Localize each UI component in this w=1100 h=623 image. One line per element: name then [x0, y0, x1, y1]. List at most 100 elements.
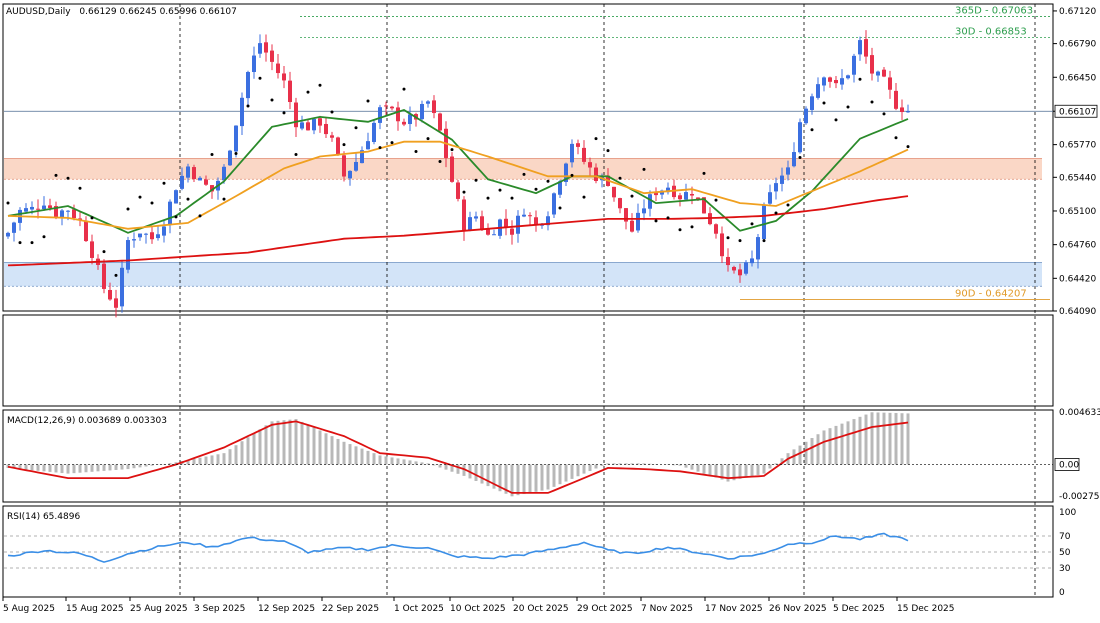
candle-body: [702, 197, 706, 214]
candle-body: [306, 122, 310, 131]
sar-dot: [42, 235, 46, 239]
sar-dot: [390, 141, 394, 145]
level-lines: 365D - 0.67063 30D - 0.66853 90D - 0.64207: [4, 6, 1053, 300]
candle-body: [720, 233, 724, 257]
sar-dot: [90, 216, 94, 220]
price-tick-label: 0.64090: [1059, 307, 1096, 317]
sar-dot: [870, 100, 874, 104]
candle-body: [144, 233, 148, 235]
candle-body: [738, 269, 742, 276]
ma-line: [7, 195, 909, 267]
candle-body: [870, 55, 874, 74]
candle-body: [906, 111, 910, 113]
sar-dot: [138, 195, 142, 199]
sar-dot: [198, 214, 202, 218]
date-label: 26 Nov 2025: [769, 604, 827, 614]
candle-body: [366, 141, 370, 150]
candle-body: [258, 43, 262, 54]
candle-body: [240, 97, 244, 127]
candle-body: [678, 195, 682, 200]
macd-signal-line: [7, 420, 909, 494]
candle-body: [900, 107, 904, 113]
candle-body: [396, 107, 400, 122]
candle-body: [762, 205, 766, 240]
date-label: 15 Aug 2025: [66, 604, 124, 614]
candle-body: [450, 156, 454, 182]
price-tick-label: 0.65100: [1059, 207, 1096, 217]
sar-dot: [378, 146, 382, 150]
sar-dot: [486, 196, 490, 200]
candle-body: [252, 55, 256, 73]
candle-body: [768, 192, 772, 204]
macd-tick-label: 0.00: [1059, 461, 1079, 471]
empty-pane: [2, 314, 1054, 407]
candle-body: [228, 150, 232, 166]
candle-body: [42, 205, 46, 210]
rsi-tick-label: 70: [1059, 532, 1071, 542]
date-label: 1 Oct 2025: [394, 604, 444, 614]
candle-body: [726, 256, 730, 266]
candle-body: [180, 175, 184, 189]
candle-body: [348, 170, 352, 179]
candle-body: [582, 147, 586, 162]
sar-dot: [162, 181, 166, 185]
sar-dot: [834, 118, 838, 122]
date-label: 12 Sep 2025: [258, 604, 315, 614]
sar-dot: [510, 196, 514, 200]
price-tick-label: 0.65440: [1059, 173, 1096, 183]
candle-body: [276, 63, 280, 74]
candle-body: [684, 192, 688, 200]
candle-body: [330, 135, 334, 138]
candle-body: [312, 118, 316, 131]
candle-body: [822, 77, 826, 86]
date-label: 7 Nov 2025: [641, 604, 693, 614]
price-tick-label: 0.67120: [1059, 7, 1096, 17]
date-label: 29 Oct 2025: [577, 604, 633, 614]
symbol-label: AUDUSD,Daily: [6, 7, 71, 17]
candle-body: [846, 75, 850, 79]
price-tick-label: 0.64420: [1059, 274, 1096, 284]
candle-body: [696, 197, 700, 200]
candle-body: [642, 208, 646, 214]
sar-dot: [522, 172, 526, 176]
candle-body: [324, 123, 328, 135]
sar-dot: [330, 110, 334, 114]
sar-dot: [534, 187, 538, 191]
current-price-box: [1054, 104, 1098, 118]
rsi-pane: [2, 505, 1054, 598]
candle-body: [492, 234, 496, 236]
candle-body: [624, 208, 628, 222]
sar-dot: [294, 153, 298, 157]
candle-body: [468, 217, 472, 231]
candle-body: [288, 80, 292, 103]
candle-body: [342, 155, 346, 177]
moving-averages: [7, 109, 909, 267]
sar-dot: [270, 98, 274, 102]
candle-body: [402, 121, 406, 125]
candle-body: [780, 175, 784, 184]
sar-dot: [234, 152, 238, 156]
candle-body: [798, 122, 802, 153]
macd-tick-label: -0.002753: [1059, 492, 1100, 502]
candle-body: [528, 215, 532, 217]
candle-body: [360, 150, 364, 164]
sar-dot: [6, 201, 10, 205]
candle-body: [6, 232, 10, 237]
candle-body: [300, 122, 304, 129]
date-label: 3 Sep 2025: [194, 604, 245, 614]
candle-body: [282, 73, 286, 81]
candle-body: [516, 215, 520, 234]
candle-body: [126, 240, 130, 270]
sar-dot: [882, 112, 886, 116]
sar-dot: [858, 77, 862, 81]
candle-body: [804, 108, 808, 124]
sar-dot: [906, 145, 910, 149]
candle-body: [858, 40, 862, 55]
candle-body: [558, 181, 562, 195]
sar-dot: [30, 241, 34, 245]
rsi-tick-label: 30: [1059, 564, 1071, 574]
sar-dot: [702, 171, 706, 175]
date-label: 15 Dec 2025: [897, 604, 955, 614]
sar-dot: [630, 194, 634, 198]
rsi-tick-label: 50: [1059, 548, 1071, 558]
